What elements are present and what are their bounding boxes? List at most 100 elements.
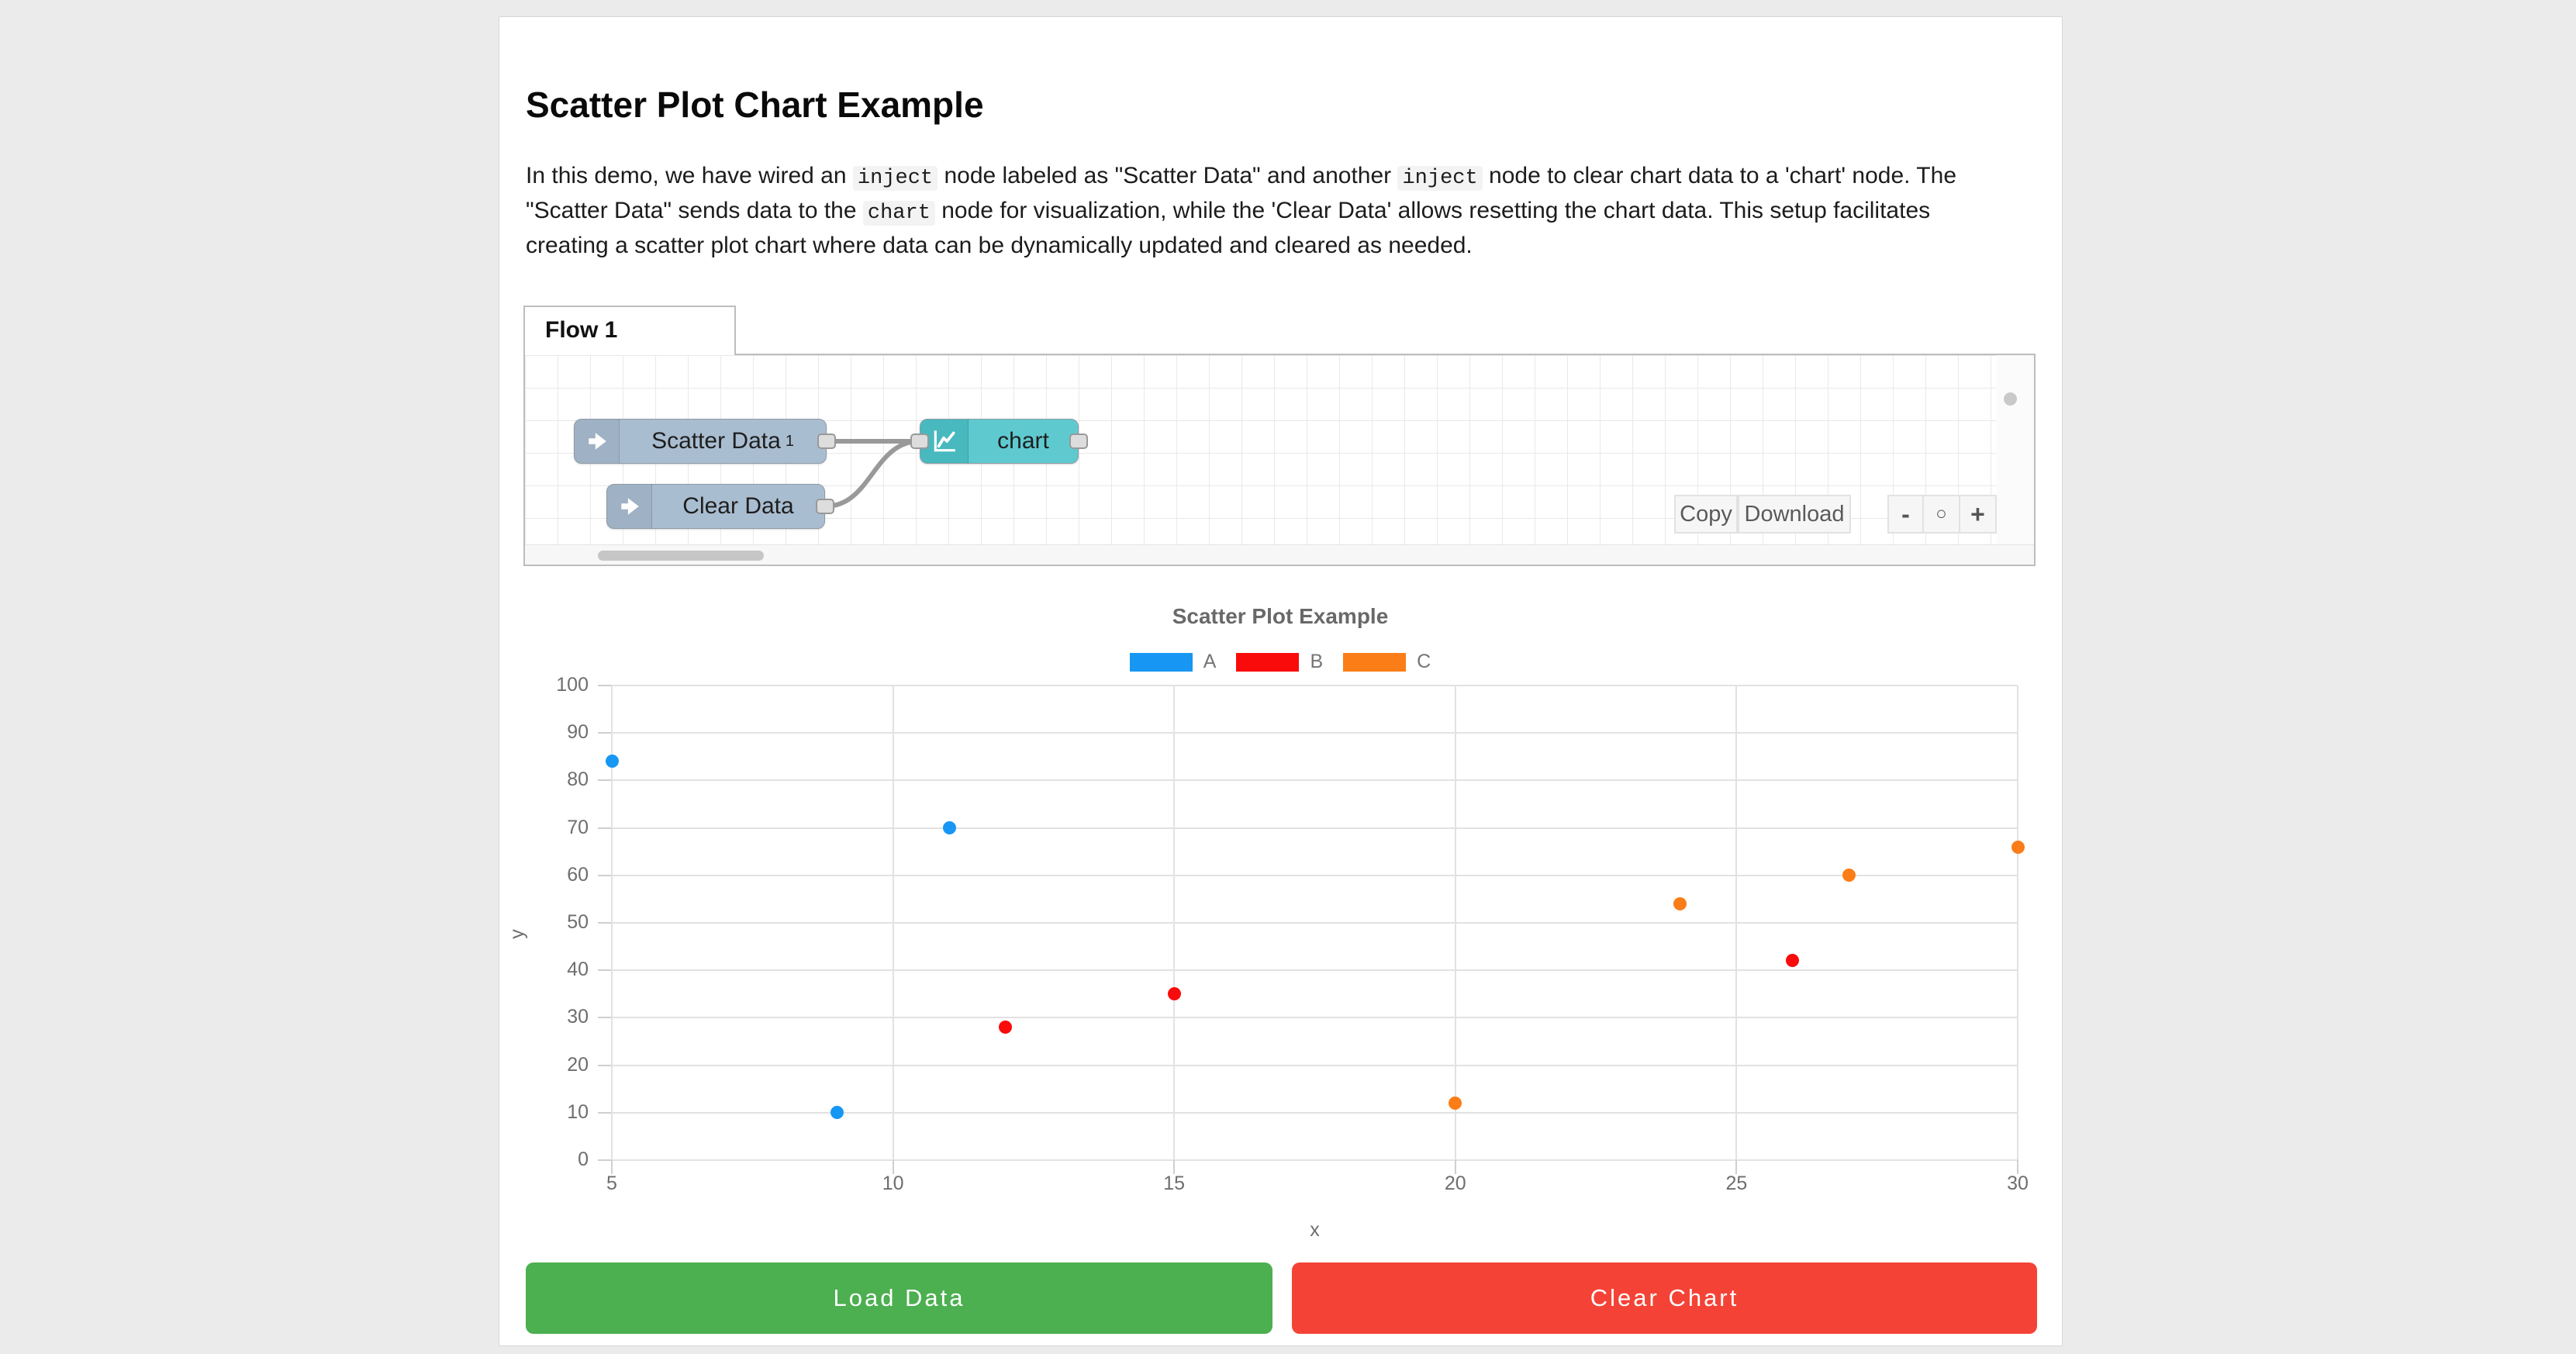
y-tick-label: 70: [567, 816, 589, 838]
y-gridline: [612, 732, 2018, 734]
vertical-scrollbar-thumb[interactable]: [2004, 392, 2017, 406]
load-data-button[interactable]: Load Data: [526, 1262, 1272, 1334]
clear-chart-button[interactable]: Clear Chart: [1292, 1262, 2037, 1334]
node-label: chart: [997, 428, 1049, 454]
flow-tab-label: Flow 1: [545, 317, 618, 343]
y-gridline: [612, 969, 2018, 972]
legend-entry-A[interactable]: A: [1129, 651, 1217, 673]
x-gridline: [1454, 686, 1456, 1160]
y-gridline: [612, 1064, 2018, 1066]
legend-swatch: [1343, 652, 1407, 672]
node-chart[interactable]: chart: [920, 419, 1079, 464]
data-point-C: [2011, 840, 2025, 854]
x-gridline: [1173, 686, 1176, 1160]
y-gridline: [612, 685, 2018, 686]
y-tick-mark: [598, 874, 612, 876]
x-tick-mark: [2017, 1160, 2018, 1174]
data-point-A: [830, 1106, 844, 1120]
y-tick-mark: [598, 685, 612, 686]
y-gridline: [612, 1017, 2018, 1019]
flow-wires: [824, 439, 920, 509]
zoom-out-button[interactable]: -: [1887, 495, 1924, 534]
page-title: Scatter Plot Chart Example: [526, 85, 984, 125]
y-tick-label: 60: [567, 863, 589, 886]
x-gridline: [2017, 686, 2018, 1160]
data-point-A: [605, 755, 619, 769]
data-point-C: [1673, 897, 1687, 911]
node-scatter-data[interactable]: Scatter Data 1: [574, 419, 827, 464]
x-gridline: [1735, 686, 1738, 1160]
vertical-scroll-gutter: [1997, 355, 2034, 565]
node-label: Clear Data: [682, 493, 794, 519]
flow-canvas[interactable]: Scatter Data 1 Clear Data chart: [523, 354, 2036, 566]
port-scatter-data-out[interactable]: [817, 433, 836, 449]
inject-arrow-icon: [575, 420, 620, 463]
y-tick-label: 80: [567, 769, 589, 791]
plot-area: y x 0 10 20 30 40 50 60 70 80 90 100 5 10 15 20 25 30: [506, 674, 2029, 1241]
content-card: Scatter Plot Chart Example In this demo,…: [499, 16, 2063, 1346]
y-tick-label: 90: [567, 721, 589, 744]
data-point-B: [1167, 987, 1181, 1001]
legend-swatch: [1236, 652, 1300, 672]
data-point-C: [1449, 1097, 1462, 1110]
node-clear-data[interactable]: Clear Data: [606, 484, 825, 529]
y-tick-label: 50: [567, 911, 589, 933]
y-tick-label: 10: [567, 1100, 589, 1123]
legend-label: A: [1203, 651, 1217, 672]
x-tick-label: 20: [1444, 1173, 1466, 1194]
x-tick-mark: [1173, 1160, 1176, 1174]
data-point-A: [942, 821, 956, 835]
y-gridline: [612, 1159, 2018, 1161]
zoom-controls: - ○ +: [1887, 495, 1997, 534]
y-tick-mark: [598, 969, 612, 972]
y-tick-label: 40: [567, 959, 589, 981]
y-gridline: [612, 922, 2018, 924]
y-tick-mark: [598, 1111, 612, 1114]
legend-swatch: [1129, 652, 1193, 672]
port-chart-in[interactable]: [910, 433, 929, 449]
y-tick-mark: [598, 1064, 612, 1066]
chart-legend: A B C: [536, 651, 2025, 673]
x-tick-mark: [611, 1160, 613, 1174]
flow-tab[interactable]: Flow 1: [523, 306, 736, 355]
copy-button[interactable]: Copy: [1674, 495, 1738, 534]
x-tick-mark: [1454, 1160, 1456, 1174]
zoom-in-button[interactable]: +: [1960, 495, 1997, 534]
x-tick-label: 25: [1725, 1173, 1748, 1194]
y-tick-label: 0: [578, 1148, 589, 1170]
legend-label: B: [1310, 651, 1324, 672]
horizontal-scrollbar-thumb[interactable]: [598, 551, 764, 561]
legend-entry-C[interactable]: C: [1343, 651, 1431, 673]
y-tick-mark: [598, 1159, 612, 1161]
horizontal-scroll-gutter: [525, 544, 2034, 565]
y-tick-label: 30: [567, 1006, 589, 1028]
legend-entry-B[interactable]: B: [1236, 651, 1323, 673]
x-tick-label: 5: [606, 1173, 617, 1194]
y-tick-mark: [598, 827, 612, 829]
wire-clear-to-chart: [824, 439, 920, 509]
x-tick-label: 30: [2007, 1173, 2029, 1194]
y-tick-mark: [598, 779, 612, 782]
data-point-C: [1842, 869, 1856, 883]
y-tick-mark: [598, 732, 612, 734]
zoom-reset-button[interactable]: ○: [1924, 495, 1960, 534]
x-gridline: [611, 686, 613, 1160]
y-tick-label: 20: [567, 1053, 589, 1076]
x-tick-mark: [1735, 1160, 1738, 1174]
x-axis-title: x: [1310, 1219, 1320, 1241]
data-point-B: [1786, 954, 1800, 968]
x-gridline: [892, 686, 894, 1160]
data-point-B: [999, 1021, 1013, 1034]
x-tick-label: 10: [882, 1173, 904, 1194]
port-chart-out[interactable]: [1069, 433, 1088, 449]
download-button[interactable]: Download: [1738, 495, 1851, 534]
y-tick-mark: [598, 1017, 612, 1019]
legend-label: C: [1417, 651, 1431, 672]
x-tick-mark: [892, 1160, 894, 1174]
y-tick-mark: [598, 922, 612, 924]
port-clear-data-out[interactable]: [816, 499, 834, 514]
chart-title: Scatter Plot Example: [1172, 604, 1389, 628]
y-gridline: [612, 827, 2018, 829]
x-tick-label: 15: [1163, 1173, 1186, 1194]
